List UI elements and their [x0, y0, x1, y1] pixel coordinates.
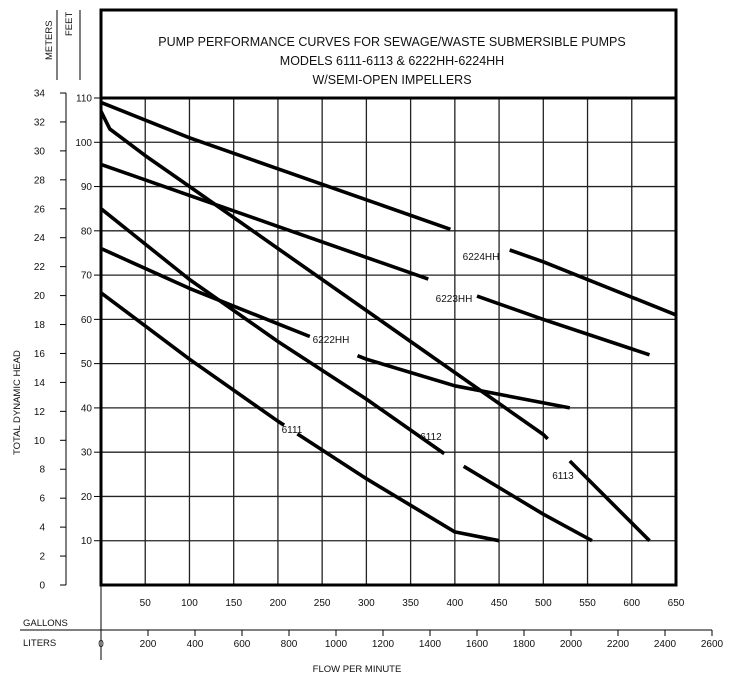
feet-tick-label: 20: [81, 492, 93, 503]
meters-tick-label: 18: [34, 320, 46, 331]
feet-tick-label: 100: [75, 138, 92, 149]
axes: 0246810121416182022242628303234102030405…: [20, 8, 724, 660]
liters-tick-label: 2000: [560, 639, 583, 650]
series-line-6113: [99, 110, 549, 441]
series-line-6224HH: [509, 248, 677, 317]
liters-tick-label: 800: [281, 639, 298, 650]
gallons-tick-label: 500: [535, 598, 552, 609]
series-6112: [99, 207, 593, 543]
liters-tick-label: 1200: [372, 639, 395, 650]
gallons-tick-label: 50: [140, 598, 152, 609]
meters-tick-label: 26: [34, 204, 46, 215]
meters-tick-label: 16: [34, 349, 46, 360]
gallons-tick-label: 200: [270, 598, 287, 609]
series-6222HH: [100, 246, 571, 410]
gallons-tick-label: 100: [181, 598, 198, 609]
liters-tick-label: 1800: [513, 639, 536, 650]
meters-tick-label: 8: [39, 465, 45, 476]
grid: [101, 98, 676, 585]
series-6111: [99, 291, 500, 543]
series-line-6223HH: [100, 162, 429, 281]
gallons-tick-label: 450: [491, 598, 508, 609]
series-6224HH: [100, 100, 677, 317]
series-line-6222HH: [100, 246, 311, 339]
meters-tick-label: 12: [34, 407, 46, 418]
gallons-tick-label: 600: [623, 598, 640, 609]
liters-tick-label: 1000: [325, 639, 348, 650]
y-feet-unit-label: FEET: [64, 12, 75, 36]
curve-label-6222HH: 6222HH: [313, 335, 350, 346]
liters-tick-label: 2200: [607, 639, 630, 650]
feet-tick-label: 10: [81, 536, 93, 547]
series-line-6112: [462, 464, 593, 543]
x-liters-unit-label: LITERS: [23, 638, 56, 649]
series-line-6222HH: [356, 354, 571, 410]
gallons-tick-label: 300: [358, 598, 375, 609]
series-line-6111: [99, 291, 286, 427]
liters-tick-label: 0: [98, 639, 104, 650]
curve-label-6223HH: 6223HH: [436, 294, 473, 305]
meters-tick-label: 20: [34, 291, 46, 302]
series-line-6112: [99, 207, 446, 456]
meters-tick-label: 10: [34, 436, 46, 447]
curve-label-6224HH: 6224HH: [463, 252, 500, 263]
x-axis-title: FLOW PER MINUTE: [313, 664, 402, 675]
chart-title-line-2: MODELS 6111-6113 & 6222HH-6224HH: [280, 54, 504, 68]
meters-tick-label: 14: [34, 378, 46, 389]
liters-tick-label: 600: [234, 639, 251, 650]
series-lines: [99, 100, 677, 543]
meters-tick-label: 22: [34, 262, 46, 273]
feet-tick-label: 110: [76, 94, 92, 105]
meters-tick-label: 24: [34, 233, 46, 244]
gallons-tick-label: 250: [314, 598, 331, 609]
curve-label-6112: 6112: [420, 432, 442, 443]
gallons-tick-label: 150: [225, 598, 242, 609]
chart-title-line-1: PUMP PERFORMANCE CURVES FOR SEWAGE/WASTE…: [158, 35, 625, 49]
series-6113: [99, 110, 651, 542]
gallons-tick-label: 550: [579, 598, 596, 609]
gallons-tick-label: 650: [668, 598, 685, 609]
chart-title-line-3: W/SEMI-OPEN IMPELLERS: [312, 73, 471, 87]
gallons-tick-label: 400: [447, 598, 464, 609]
meters-tick-label: 34: [34, 89, 46, 100]
feet-tick-label: 70: [81, 271, 93, 282]
liters-tick-label: 2600: [701, 639, 724, 650]
feet-tick-label: 30: [81, 448, 93, 459]
liters-tick-label: 400: [187, 639, 204, 650]
title-block: PUMP PERFORMANCE CURVES FOR SEWAGE/WASTE…: [158, 35, 625, 87]
feet-tick-label: 80: [81, 226, 93, 237]
curve-label-6111: 6111: [282, 425, 303, 436]
liters-tick-label: 1600: [466, 639, 489, 650]
liters-tick-label: 2400: [654, 639, 677, 650]
y-meters-unit-label: METERS: [44, 20, 55, 60]
meters-tick-label: 4: [39, 523, 45, 534]
feet-tick-label: 60: [81, 315, 93, 326]
meters-tick-label: 30: [34, 146, 46, 157]
plot-frame: [99, 96, 678, 587]
meters-tick-label: 28: [34, 175, 46, 186]
meters-tick-label: 6: [39, 494, 45, 505]
series-line-6223HH: [476, 294, 651, 357]
meters-tick-label: 2: [39, 552, 45, 563]
curve-labels: 6111 6112 6113 6222HH 6223HH 6224HH: [282, 252, 575, 482]
gallons-tick-label: 350: [402, 598, 419, 609]
series-line-6113: [568, 459, 651, 542]
y-axis-title: TOTAL DYNAMIC HEAD: [12, 350, 23, 455]
liters-tick-label: 200: [140, 639, 157, 650]
feet-tick-label: 90: [81, 182, 93, 193]
series-line-6224HH: [100, 100, 451, 231]
meters-tick-label: 0: [39, 581, 45, 592]
curve-label-6113: 6113: [552, 471, 574, 482]
series-line-6111: [296, 432, 500, 543]
x-gallons-unit-label: GALLONS: [23, 618, 68, 629]
feet-tick-label: 40: [81, 403, 93, 414]
series-6223HH: [100, 162, 651, 357]
meters-tick-label: 32: [34, 117, 46, 128]
feet-tick-label: 50: [81, 359, 93, 370]
liters-tick-label: 1400: [419, 639, 442, 650]
